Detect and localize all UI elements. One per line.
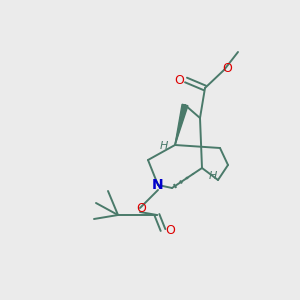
Polygon shape [175, 104, 188, 145]
Text: O: O [174, 74, 184, 86]
Text: O: O [136, 202, 146, 214]
Text: H: H [160, 141, 168, 151]
Text: O: O [165, 224, 175, 236]
Text: O: O [222, 62, 232, 76]
Text: N: N [152, 178, 164, 192]
Text: H: H [209, 171, 217, 181]
